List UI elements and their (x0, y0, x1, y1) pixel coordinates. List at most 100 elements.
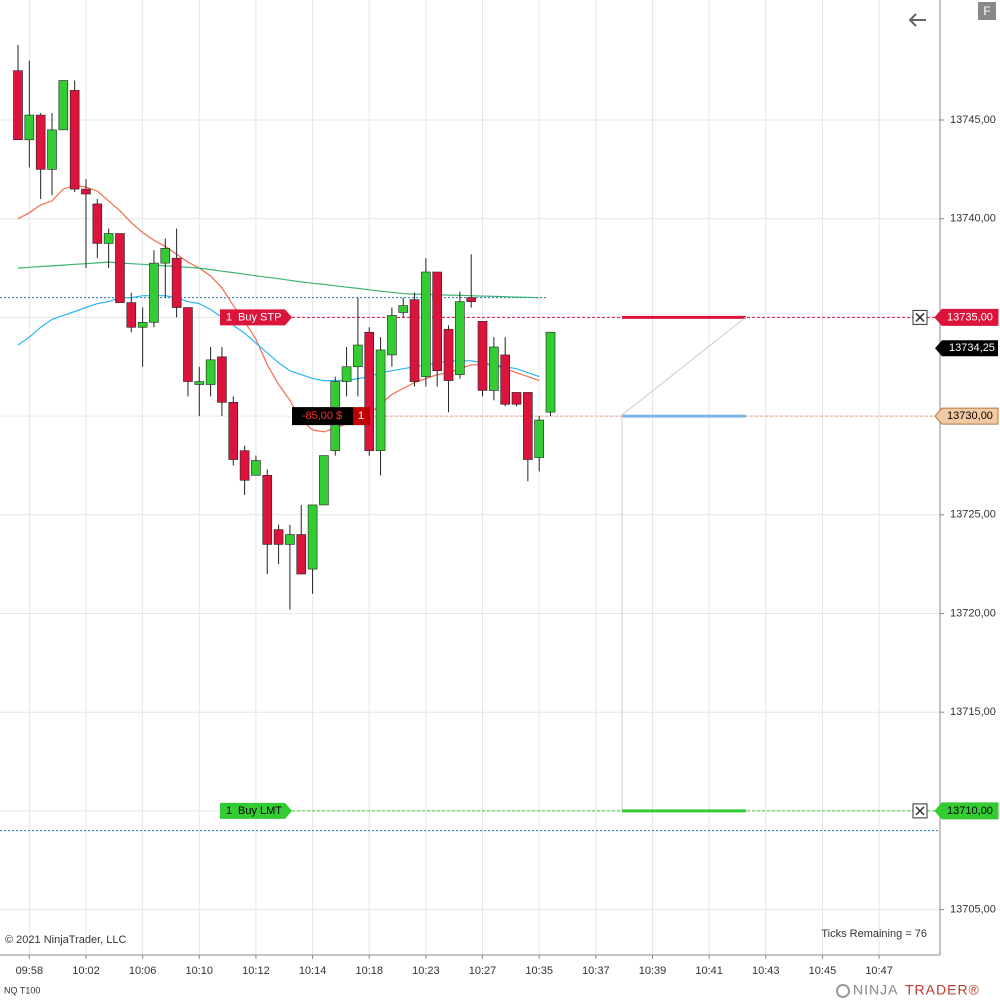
last-price-tag (935, 340, 998, 357)
logo-second: TRADER® (905, 982, 980, 998)
candle-body (69, 90, 80, 190)
x-tick-label: 10:23 (412, 965, 440, 977)
position-qty: 1 (358, 410, 364, 422)
candle-body (341, 366, 352, 382)
candle-body (81, 188, 91, 195)
price-tag (934, 407, 999, 425)
logo: NINJA TRADER® (836, 982, 980, 998)
order-qty: 1 (226, 311, 232, 323)
x-tick-label: 10:06 (129, 965, 157, 977)
candle-body (466, 297, 477, 302)
candle-body (262, 475, 273, 545)
candle-body (217, 356, 227, 403)
candle-body (160, 248, 171, 264)
x-tick-label: 10:41 (695, 965, 723, 977)
candle-body (364, 331, 375, 451)
candle-body (432, 271, 443, 372)
candle-body (545, 331, 556, 413)
order-close-x (915, 312, 925, 322)
y-tick-label: 13725,00 (950, 509, 996, 521)
y-tick-label: 13740,00 (950, 213, 996, 225)
position-qty-box[interactable] (353, 407, 370, 426)
x-tick-label: 10:10 (186, 965, 214, 977)
y-tick-label: 13715,00 (950, 706, 996, 718)
price-tag-label: 13735,00 (947, 311, 993, 323)
candle-body (307, 504, 318, 570)
candle-body (13, 70, 23, 141)
candle-body (149, 262, 159, 323)
f-button-label: F (983, 4, 990, 18)
x-tick-label: 10:47 (865, 965, 893, 977)
price-tag (934, 802, 999, 820)
order-name: Buy LMT (238, 805, 282, 817)
x-tick-label: 10:45 (809, 965, 837, 977)
candle-body (375, 349, 386, 451)
x-tick-label: 10:43 (752, 965, 780, 977)
candle-body (228, 401, 239, 460)
atm-line (621, 316, 747, 416)
candle-body (35, 114, 46, 170)
candle-body (171, 257, 182, 308)
candle-body (534, 419, 544, 458)
price-tag (934, 308, 999, 326)
candle-body (523, 392, 533, 460)
x-tick-label: 10:02 (72, 965, 100, 977)
candle-body (511, 392, 522, 405)
candle-body (273, 529, 284, 545)
candle-body (443, 328, 454, 381)
candle-body (183, 307, 193, 382)
candle-body (409, 299, 420, 382)
x-tick-label: 10:14 (299, 965, 327, 977)
candle-body (194, 381, 205, 385)
candle-body (319, 455, 329, 506)
candle-body (58, 80, 69, 131)
x-tick-label: 10:18 (355, 965, 383, 977)
indicator-line (17, 261, 540, 299)
candle-body (115, 233, 125, 303)
instrument: NQ T100 (4, 985, 40, 995)
ticks-remaining: Ticks Remaining = 76 (821, 928, 927, 940)
logo-first: NINJA (853, 982, 898, 998)
order-name: Buy STP (238, 311, 281, 323)
back-arrow[interactable] (908, 13, 926, 27)
candle-body (296, 534, 307, 575)
y-tick-label: 13745,00 (950, 114, 996, 126)
x-tick-label: 10:39 (639, 965, 667, 977)
candle-body (137, 322, 148, 328)
candle-body (251, 460, 261, 476)
copyright: © 2021 NinjaTrader, LLC (5, 934, 126, 946)
f-button[interactable] (978, 2, 996, 20)
pnl-box (292, 407, 353, 426)
x-tick-label: 10:27 (469, 965, 497, 977)
price-tag-label: 13730,00 (947, 410, 993, 422)
candle-body (205, 359, 216, 385)
y-tick-label: 13720,00 (950, 607, 996, 619)
logo-icon (836, 984, 850, 998)
candle-body (353, 344, 363, 368)
y-tick-label: 13705,00 (950, 904, 996, 916)
candle-body (500, 354, 510, 405)
candle-body (103, 233, 114, 244)
candle-body (92, 203, 103, 244)
x-tick-label: 09:58 (16, 965, 44, 977)
candle-body (239, 450, 250, 481)
pnl-label: -85,00 $ (302, 410, 342, 422)
order-tag[interactable] (220, 309, 292, 326)
candle-body (47, 129, 57, 170)
price-tag-label: 13710,00 (947, 805, 993, 817)
last-price-label: 13734,25 (949, 342, 995, 354)
order-close-x (915, 806, 925, 816)
order-qty: 1 (226, 805, 232, 817)
candle-body (285, 534, 295, 545)
order-tag[interactable] (220, 802, 292, 819)
candle-body (477, 321, 488, 391)
candle-body (126, 302, 137, 328)
candle-body (24, 114, 35, 141)
candle-body (455, 301, 465, 375)
candle-body (398, 305, 409, 313)
candle-body (387, 315, 397, 356)
x-tick-label: 10:35 (525, 965, 553, 977)
x-tick-label: 10:37 (582, 965, 610, 977)
